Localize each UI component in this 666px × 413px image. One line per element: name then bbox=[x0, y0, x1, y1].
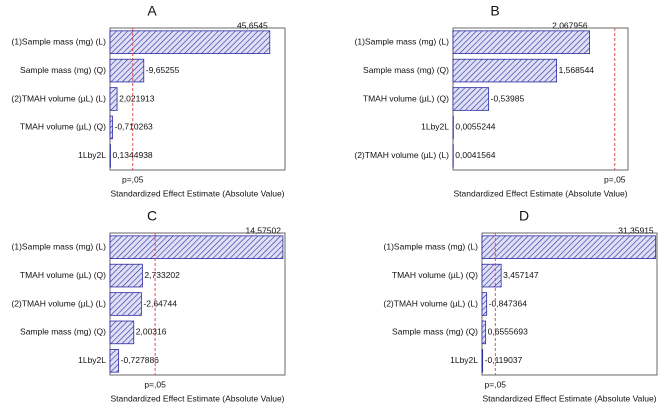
bar bbox=[481, 320, 487, 345]
value-label: -2,64744 bbox=[143, 298, 177, 308]
category-label: 1Lby2L bbox=[450, 355, 478, 365]
value-label: 14,57502 bbox=[245, 225, 281, 235]
bar bbox=[109, 320, 135, 345]
value-label: 1,568544 bbox=[559, 65, 595, 75]
value-label: 45,6545 bbox=[237, 20, 268, 30]
value-label: 0,0041564 bbox=[455, 150, 495, 160]
panel-title: B bbox=[490, 3, 499, 19]
panel: C (1)Sample mass (mg) (L) 14,57502 TMAH vol… bbox=[11, 208, 286, 403]
bar bbox=[109, 292, 142, 316]
category-label: (1)Sample mass (mg) (L) bbox=[355, 36, 450, 46]
value-label: 3,457147 bbox=[503, 270, 539, 280]
category-label: 1Lby2L bbox=[78, 355, 106, 365]
threshold-label: p=,05 bbox=[604, 174, 626, 184]
bar bbox=[109, 87, 118, 111]
bar bbox=[481, 235, 657, 259]
category-label: TMAH volume (µL) (Q) bbox=[392, 270, 478, 280]
value-label: -0,710263 bbox=[114, 122, 153, 132]
category-label: Sample mass (mg) (Q) bbox=[20, 327, 106, 337]
value-label: 2,021913 bbox=[119, 93, 155, 103]
bar bbox=[452, 58, 557, 83]
panel-title: D bbox=[519, 208, 529, 224]
category-label: Sample mass (mg) (Q) bbox=[20, 65, 106, 75]
category-label: (1)Sample mass (mg) (L) bbox=[12, 36, 107, 46]
bar bbox=[109, 115, 113, 140]
threshold-label: p=,05 bbox=[485, 379, 507, 389]
bar bbox=[481, 349, 484, 373]
category-label: Sample mass (mg) (Q) bbox=[392, 327, 478, 337]
bar bbox=[452, 30, 590, 54]
value-label: 2,067956 bbox=[552, 20, 588, 30]
threshold-label: p=,05 bbox=[144, 379, 166, 389]
value-label: -0,53985 bbox=[491, 93, 525, 103]
value-label: 0,6555693 bbox=[488, 327, 528, 337]
x-axis-label: Standardized Effect Estimate (Absolute V… bbox=[453, 188, 627, 198]
value-label: -0,847364 bbox=[489, 298, 528, 308]
value-label: -9,65255 bbox=[146, 65, 180, 75]
value-label: 0,0055244 bbox=[455, 122, 495, 132]
value-label: 2,00316 bbox=[136, 327, 167, 337]
category-label: TMAH volume (µL) (Q) bbox=[20, 270, 106, 280]
value-label: -0,727886 bbox=[121, 355, 160, 365]
category-label: TMAH volume (µL) (Q) bbox=[363, 93, 449, 103]
panel-title: A bbox=[147, 3, 157, 19]
category-label: (2)TMAH volume (µL) (L) bbox=[354, 150, 449, 160]
category-label: (1)Sample mass (mg) (L) bbox=[12, 241, 107, 251]
bar bbox=[481, 292, 488, 316]
category-label: (2)TMAH volume (µL) (L) bbox=[11, 93, 106, 103]
bar bbox=[481, 263, 502, 288]
panel: D (1)Sample mass (mg) (L) 31,35915 TMAH vol… bbox=[383, 208, 658, 403]
x-axis-label: Standardized Effect Estimate (Absolute V… bbox=[110, 188, 284, 198]
value-label: -0,119037 bbox=[485, 355, 523, 365]
category-label: (2)TMAH volume (µL) (L) bbox=[11, 298, 106, 308]
category-label: 1Lby2L bbox=[78, 150, 106, 160]
bar bbox=[109, 235, 284, 259]
panel-title: C bbox=[147, 208, 157, 224]
bar bbox=[109, 263, 143, 288]
panel: B (1)Sample mass (mg) (L) 2,067956 Sample m… bbox=[354, 3, 629, 198]
value-label: 31,35915 bbox=[618, 225, 654, 235]
category-label: (2)TMAH volume (µL) (L) bbox=[383, 298, 478, 308]
bar bbox=[109, 30, 271, 54]
category-label: Sample mass (mg) (Q) bbox=[363, 65, 449, 75]
panel: A (1)Sample mass (mg) (L) 45,6545 Sample ma… bbox=[11, 3, 286, 198]
bar bbox=[452, 87, 490, 111]
bar bbox=[109, 349, 120, 373]
category-label: 1Lby2L bbox=[421, 122, 449, 132]
value-label: 2,733202 bbox=[144, 270, 180, 280]
x-axis-label: Standardized Effect Estimate (Absolute V… bbox=[110, 393, 284, 403]
category-label: (1)Sample mass (mg) (L) bbox=[384, 241, 479, 251]
x-axis-label: Standardized Effect Estimate (Absolute V… bbox=[482, 393, 656, 403]
bar bbox=[109, 58, 145, 83]
threshold-label: p=,05 bbox=[122, 174, 144, 184]
category-label: TMAH volume (µL) (Q) bbox=[20, 122, 106, 132]
